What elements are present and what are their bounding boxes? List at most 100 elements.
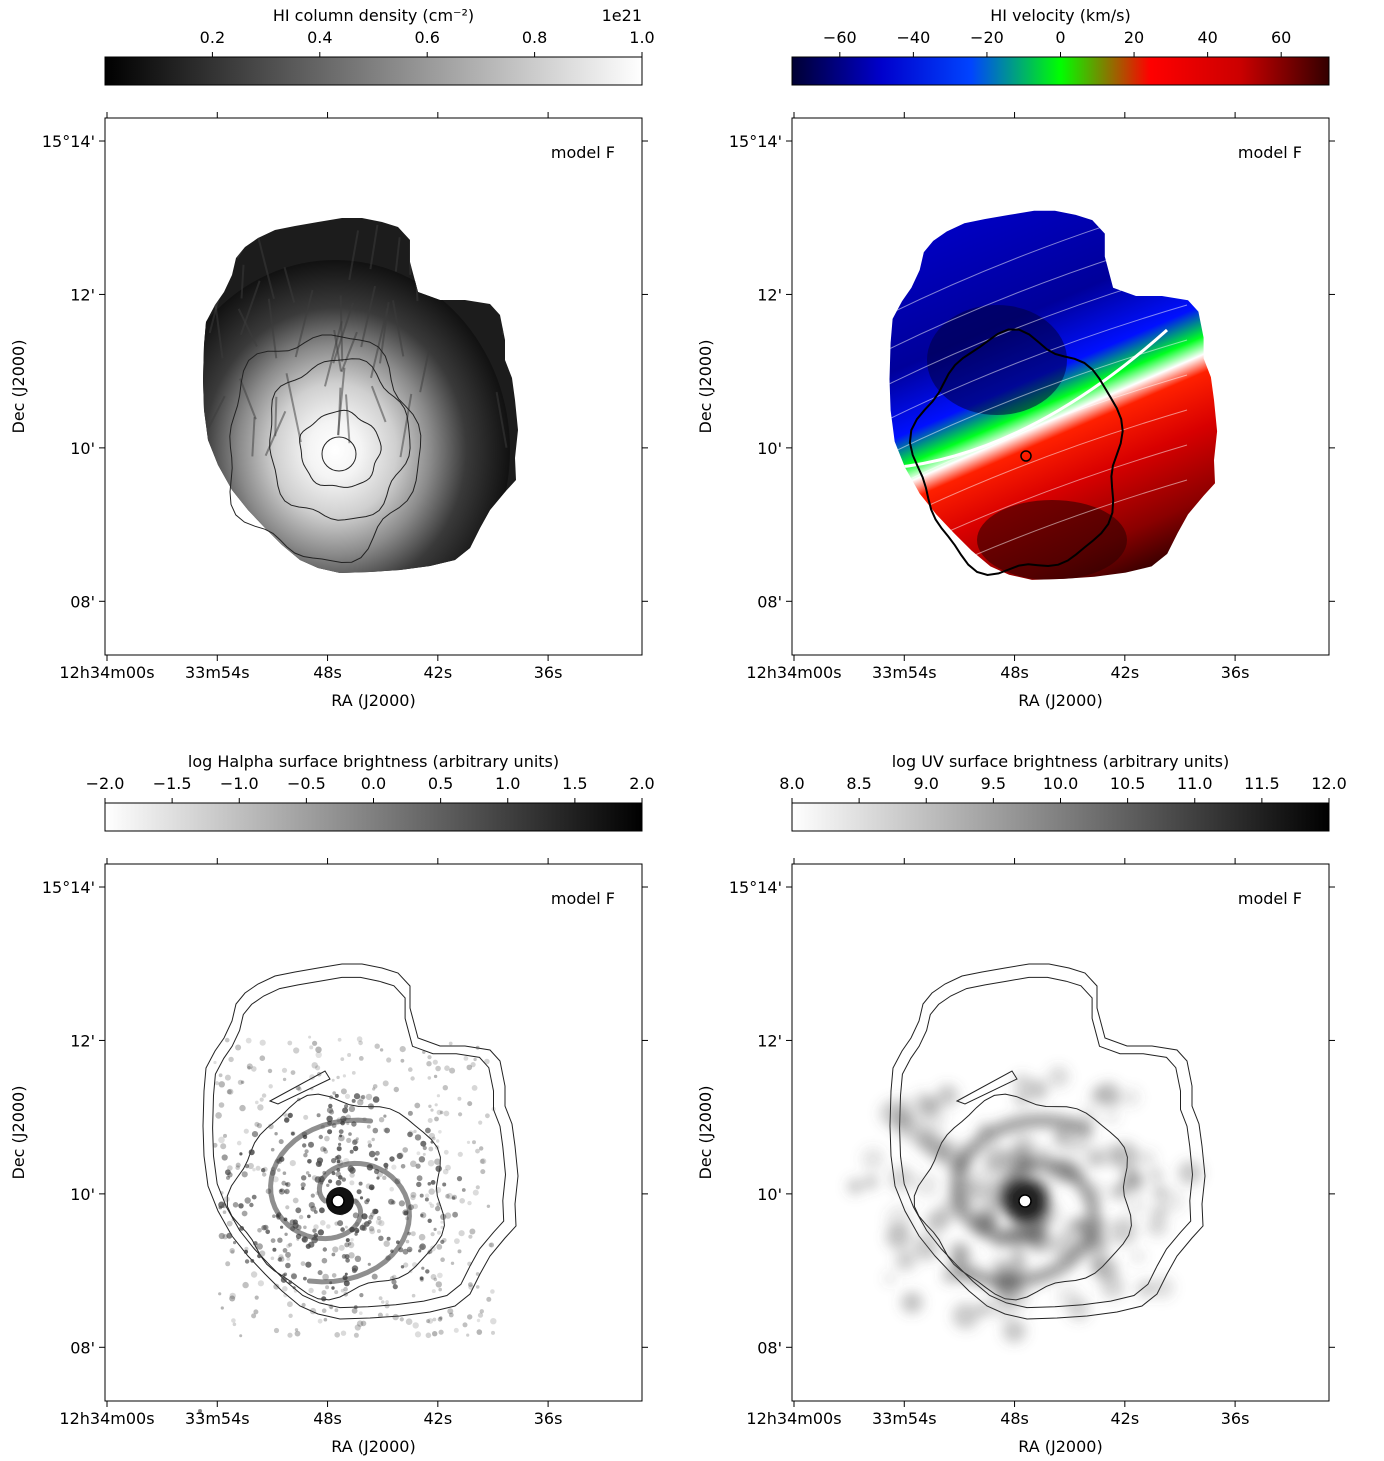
model-label: model F <box>1238 889 1302 908</box>
colorbar-tick-label: −60 <box>823 28 857 47</box>
y-axis-label: Dec (J2000) <box>696 1086 715 1180</box>
x-tick-label: 12h34m00s <box>59 1409 154 1428</box>
colorbar-multiplier: 1e21 <box>602 6 642 25</box>
colorbar <box>104 802 643 832</box>
colorbar-tick-label: 9.0 <box>914 774 939 793</box>
uv-spiral-arm <box>949 1113 1094 1244</box>
map-layer <box>847 963 1206 1343</box>
colorbar <box>791 56 1330 86</box>
panel-halpha: −2.0 −1.5 −1.0 −0.5 0.0 0.5 1.0 1.5 2.0 log Halph… <box>9 752 655 1456</box>
colorbar-tick-label: 40 <box>1197 28 1217 47</box>
colorbar-tick-label: 20 <box>1124 28 1144 47</box>
colorbar <box>791 802 1330 832</box>
y-tick-label: 15°14' <box>42 132 95 151</box>
hi-contour <box>908 328 1124 577</box>
y-tick-label: 10' <box>757 439 782 458</box>
colorbar-tick-label: 0.4 <box>307 28 332 47</box>
x-tick-label: 33m54s <box>872 1409 937 1428</box>
density-contour <box>229 334 422 564</box>
colorbar-tick-label: 0.5 <box>428 774 453 793</box>
colorbar-title: HI column density (cm⁻²) <box>273 6 474 25</box>
uv-spiral-arm <box>956 1158 1101 1289</box>
colorbar-tick-label: 8.0 <box>779 774 804 793</box>
density-contour <box>269 358 411 521</box>
x-tick-label: 36s <box>534 1409 563 1428</box>
x-tick-label: 33m54s <box>185 663 250 682</box>
x-tick-label: 12h34m00s <box>59 663 154 682</box>
x-tick-label: 12h34m00s <box>746 1409 841 1428</box>
nucleus-marker <box>1020 450 1032 462</box>
colorbar-tick-label: 10.5 <box>1110 774 1146 793</box>
spiral-arm <box>306 1160 412 1285</box>
panel-uv: 8.0 8.5 9.0 9.5 10.0 10.5 11.0 11.5 12.0 log UV s… <box>696 752 1347 1456</box>
x-tick-label: 33m54s <box>185 1409 250 1428</box>
stray-knot <box>198 1409 202 1413</box>
x-tick-label: 42s <box>1110 1409 1139 1428</box>
axes-frame <box>791 117 1330 656</box>
density-contour-core <box>321 436 357 472</box>
panel-hi-velocity: −60 −40 −20 0 20 40 60 HI velocity (km/s) 12h34m… <box>696 6 1335 710</box>
x-tick-label: 42s <box>423 663 452 682</box>
y-tick-label: 10' <box>757 1185 782 1204</box>
y-tick-label: 12' <box>757 1031 782 1050</box>
axes-frame <box>104 863 643 1402</box>
panel-hi-density: 0.2 0.4 0.6 0.8 1.0 HI column density (cm⁻²) 1… <box>9 6 655 710</box>
y-tick-label: 10' <box>70 439 95 458</box>
isovelocity-contour <box>889 304 1188 426</box>
x-tick-label: 12h34m00s <box>746 663 841 682</box>
colorbar-tick-label: 8.5 <box>846 774 871 793</box>
x-tick-label: 42s <box>1110 663 1139 682</box>
colorbar-tick-label: 9.5 <box>981 774 1006 793</box>
x-tick-label: 36s <box>534 663 563 682</box>
colorbar-tick-label: 1.0 <box>495 774 520 793</box>
map-layer <box>198 963 519 1413</box>
x-tick-label: 42s <box>423 1409 452 1428</box>
x-tick-label: 48s <box>1000 663 1029 682</box>
colorbar-tick-label: 10.0 <box>1043 774 1079 793</box>
systemic-velocity-contour <box>891 328 1168 470</box>
colorbar-tick-label: 0 <box>1055 28 1065 47</box>
y-axis-label: Dec (J2000) <box>9 1086 28 1180</box>
colorbar-tick-label: 0.6 <box>414 28 439 47</box>
colorbar-tick-label: −1.5 <box>153 774 192 793</box>
nucleus-marker <box>1018 1194 1032 1208</box>
colorbar-title: log Halpha surface brightness (arbitrary… <box>188 752 559 771</box>
colorbar-title: HI velocity (km/s) <box>990 6 1131 25</box>
hi-density-map <box>203 218 518 573</box>
x-axis-label: RA (J2000) <box>331 691 415 710</box>
x-tick-label: 33m54s <box>872 663 937 682</box>
colorbar-tick-label: 0.2 <box>200 28 225 47</box>
model-label: model F <box>551 143 615 162</box>
y-tick-label: 08' <box>70 592 95 611</box>
isovelocity-contour <box>889 479 1188 580</box>
colorbar-tick-label: 11.5 <box>1244 774 1280 793</box>
density-contour <box>299 409 382 488</box>
inner-contour <box>913 1093 1132 1301</box>
colorbar-tick-label: −0.5 <box>287 774 326 793</box>
colorbar-tick-label: 60 <box>1271 28 1291 47</box>
isovelocity-contour <box>889 339 1188 461</box>
y-tick-label: 12' <box>757 285 782 304</box>
colorbar-tick-label: −2.0 <box>86 774 125 793</box>
inner-contour <box>226 1093 445 1301</box>
inner-hole-contour <box>268 1070 331 1105</box>
map-layer <box>203 218 518 573</box>
x-tick-label: 36s <box>1221 1409 1250 1428</box>
uv-emission <box>847 1065 1203 1343</box>
spiral-arm <box>268 1117 374 1242</box>
y-tick-label: 08' <box>757 592 782 611</box>
colorbar-tick-label: 0.0 <box>361 774 386 793</box>
y-tick-label: 15°14' <box>729 878 782 897</box>
colorbar-tick-label: −40 <box>896 28 930 47</box>
colorbar-title: log UV surface brightness (arbitrary uni… <box>892 752 1230 771</box>
outer-contour <box>202 963 519 1320</box>
hi-velocity-map <box>889 210 1218 580</box>
halpha-knots <box>212 1035 497 1339</box>
model-label: model F <box>551 889 615 908</box>
colorbar-tick-label: 12.0 <box>1311 774 1347 793</box>
y-axis-label: Dec (J2000) <box>696 340 715 434</box>
y-tick-label: 08' <box>757 1338 782 1357</box>
colorbar <box>104 56 643 86</box>
nucleus-marker <box>331 1194 345 1208</box>
axes-frame <box>104 117 643 656</box>
